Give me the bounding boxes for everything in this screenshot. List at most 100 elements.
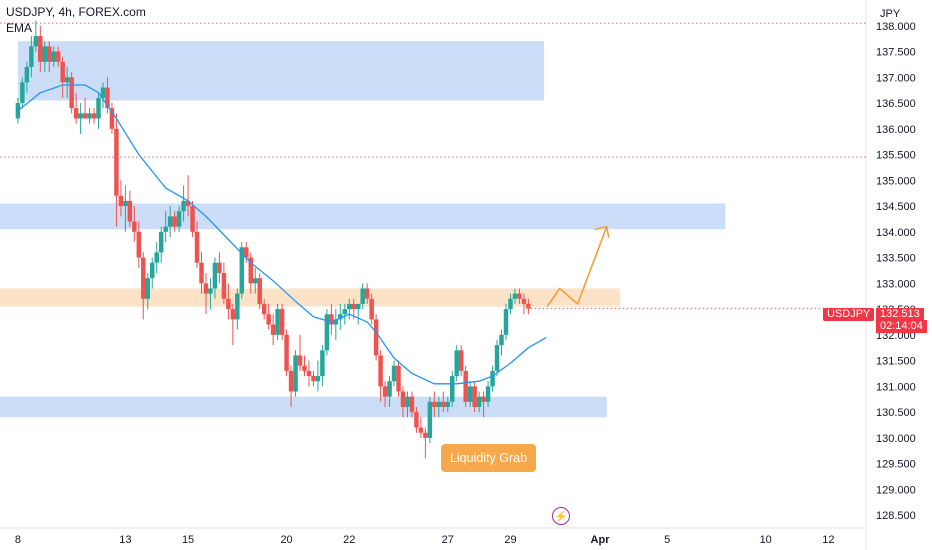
ema-indicator-label[interactable]: EMA (6, 21, 33, 35)
candle-body (261, 303, 267, 315)
price-axis-currency: JPY (880, 8, 901, 20)
price-tick-label: 130.500 (876, 407, 916, 419)
candle-body (244, 247, 249, 258)
candle-body (526, 303, 531, 309)
candle-body (167, 216, 173, 227)
candle-body (499, 334, 504, 346)
candle-body (127, 200, 133, 222)
candle-body (396, 365, 401, 392)
candle-body (114, 128, 119, 196)
candle-body (257, 278, 262, 304)
candle-body (270, 324, 276, 335)
candle-body (96, 97, 101, 119)
candle-body (333, 319, 339, 325)
demand-zone (0, 288, 621, 307)
time-tick-label: 10 (760, 534, 772, 546)
time-tick-label: 27 (442, 534, 454, 546)
candle-body (351, 303, 356, 310)
price-tick-label: 129.500 (876, 459, 916, 471)
candle-body (217, 262, 222, 274)
price-tick-label: 133.000 (876, 278, 916, 290)
candle-body (145, 278, 151, 299)
candle-body (163, 226, 168, 232)
candle-body (154, 252, 159, 263)
candle-body (409, 396, 415, 413)
candle-body (38, 36, 43, 62)
candle-body (208, 288, 213, 294)
candle-body (432, 401, 437, 407)
candle-body (458, 350, 464, 371)
candle-body (306, 370, 312, 377)
candle-body (387, 381, 392, 397)
candle-body (69, 77, 74, 109)
candle-body (485, 386, 491, 402)
time-tick-label: 15 (182, 534, 194, 546)
candle-body (266, 314, 271, 325)
candle-body (190, 206, 195, 232)
candle-body (342, 309, 348, 315)
candle-body (494, 345, 500, 371)
candle-body (100, 87, 106, 98)
price-tick-label: 129.000 (876, 484, 916, 496)
candle-body (60, 61, 65, 83)
price-tick-label: 131.500 (876, 356, 916, 368)
candle-body (423, 432, 428, 438)
symbol-title[interactable]: USDJPY, 4h, FOREX.com (6, 5, 146, 19)
time-tick-label: 20 (280, 534, 292, 546)
supply-zone (0, 203, 726, 230)
candle-body (42, 46, 48, 62)
bar-countdown: 02:14:04 (876, 320, 927, 333)
candle-body (20, 82, 25, 104)
price-tick-label: 130.000 (876, 433, 916, 445)
projection-arrow-head (594, 225, 610, 238)
price-tick-label: 134.000 (876, 227, 916, 239)
price-tick-label: 135.000 (876, 175, 916, 187)
candle-body (405, 396, 410, 407)
candle-body (185, 200, 191, 207)
candle-body (91, 113, 97, 119)
price-tick-label: 135.500 (876, 150, 916, 162)
candle-body (382, 386, 388, 397)
price-tick-label: 133.500 (876, 253, 916, 265)
price-tick-label: 137.000 (876, 72, 916, 84)
candle-body (73, 108, 79, 119)
candle-body (194, 231, 200, 263)
candle-body (476, 396, 482, 407)
candle-body (329, 314, 334, 325)
time-tick-label: 5 (664, 534, 670, 546)
candle-body (288, 370, 294, 392)
lightning-bolt-icon[interactable]: ⚡ (552, 507, 570, 525)
candle-body (467, 386, 473, 402)
candle-body (150, 262, 155, 279)
candle-body (55, 51, 61, 62)
time-tick-label: 8 (15, 534, 21, 546)
price-tick-label: 134.500 (876, 201, 916, 213)
candle-body (24, 66, 30, 83)
candle-body (369, 298, 374, 320)
candle-body (141, 257, 146, 299)
candle-body (400, 391, 406, 407)
candle-body (275, 309, 280, 335)
price-tick-label: 131.000 (876, 381, 916, 393)
candle-body (364, 288, 370, 299)
candle-body (311, 376, 316, 382)
liquidity-grab-annotation[interactable]: Liquidity Grab (441, 444, 536, 472)
candle-body (324, 314, 330, 351)
candle-body (51, 51, 56, 62)
candle-body (360, 288, 365, 304)
symbol-price-tag: USDJPY (823, 308, 875, 321)
candle-body (230, 309, 236, 320)
candle-body (418, 427, 424, 433)
candle-body (118, 195, 124, 207)
candle-body (109, 108, 115, 129)
candle-body (252, 278, 258, 284)
candle-body (450, 376, 455, 402)
candle-body (293, 355, 298, 392)
projection-arrow (546, 226, 608, 307)
candle-body (64, 77, 70, 83)
candle-body (512, 293, 518, 299)
candle-body (320, 350, 325, 377)
candle-body (235, 293, 240, 320)
candle-body (414, 412, 419, 428)
